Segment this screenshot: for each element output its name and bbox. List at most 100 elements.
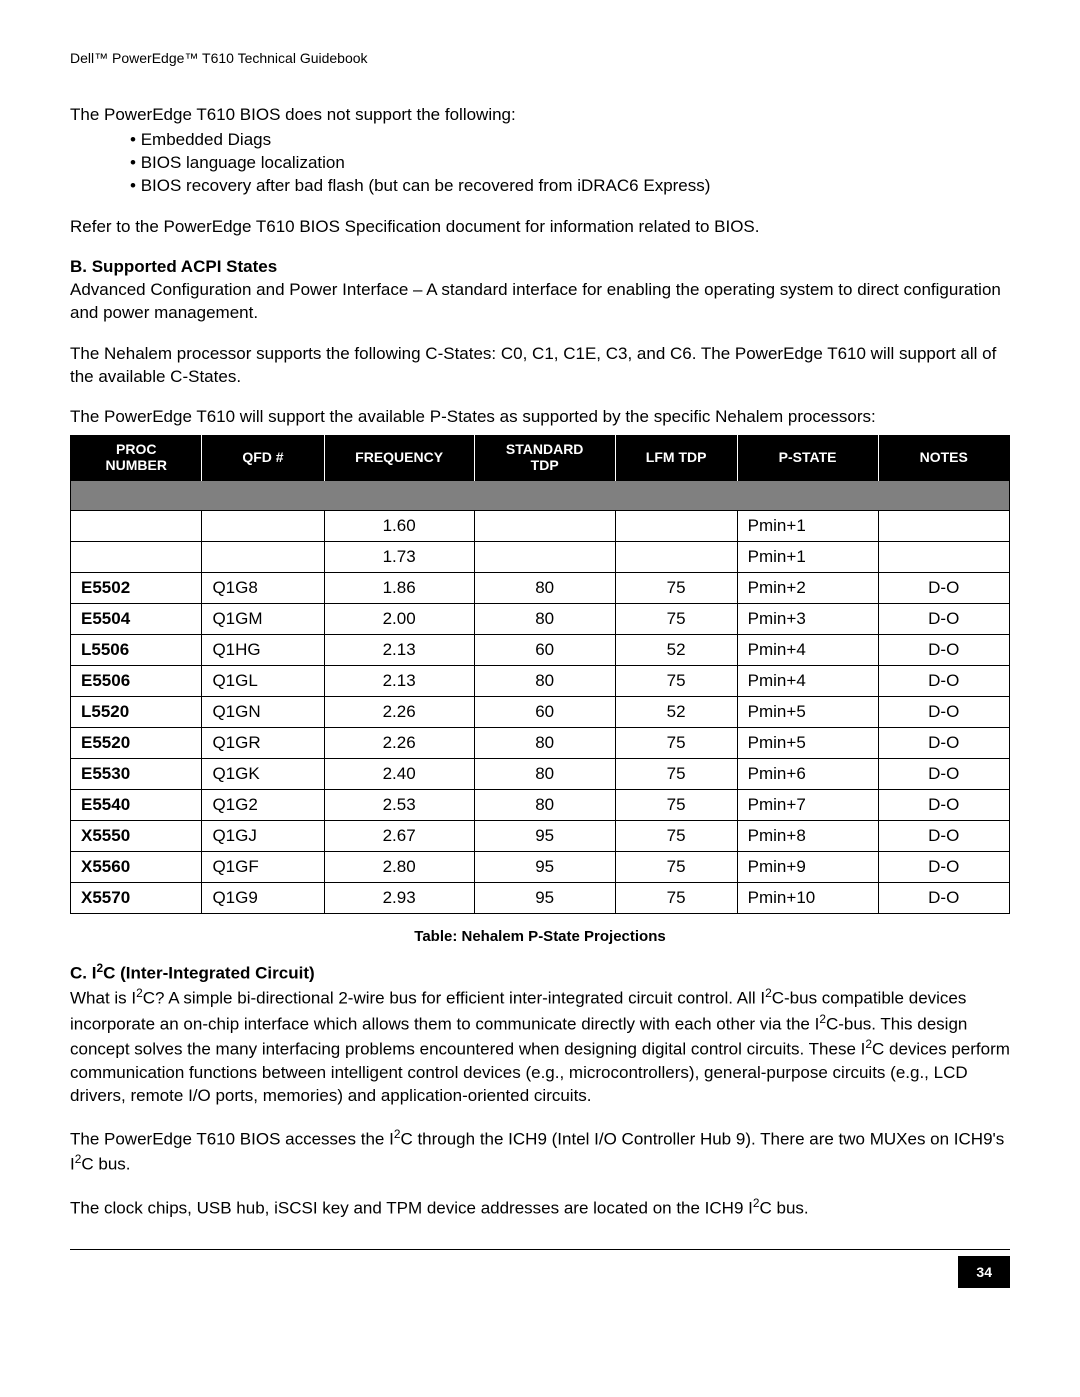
table-cell: 75 [615,882,737,913]
table-cell [615,510,737,541]
table-cell: Q1G9 [202,882,324,913]
intro-p2: Refer to the PowerEdge T610 BIOS Specifi… [70,216,1010,239]
section-c-p2: The PowerEdge T610 BIOS accesses the I2C… [70,1126,1010,1177]
section-c-p1: What is I2C? A simple bi-directional 2-w… [70,985,1010,1108]
table-cell: 75 [615,572,737,603]
table-cell: 95 [474,882,615,913]
table-cell: 75 [615,758,737,789]
section-b-heading: B. Supported ACPI States [70,257,1010,277]
table-cell: 1.86 [324,572,474,603]
table-cell: Q1GM [202,603,324,634]
table-cell: X5550 [71,820,202,851]
table-cell: L5506 [71,634,202,665]
table-cell: 2.26 [324,727,474,758]
col-proc-number: ProcNumber [71,435,202,480]
section-b-p1: Advanced Configuration and Power Interfa… [70,279,1010,325]
table-row: E5540Q1G22.538075Pmin+7D-O [71,789,1010,820]
table-cell: Pmin+5 [737,727,878,758]
table-cell: Q1HG [202,634,324,665]
table-cell [474,510,615,541]
table-cell [71,510,202,541]
table-cell: 95 [474,820,615,851]
table-cell: 80 [474,603,615,634]
page-number: 34 [958,1256,1010,1288]
pstate-table: ProcNumber QFD # Frequency StandardTDP L… [70,435,1010,913]
table-cell: E5520 [71,727,202,758]
table-cell: Pmin+8 [737,820,878,851]
table-cell: Q1GK [202,758,324,789]
table-cell: Pmin+2 [737,572,878,603]
table-cell: 2.67 [324,820,474,851]
table-row: L5506Q1HG2.136052Pmin+4D-O [71,634,1010,665]
table-row: 1.60Pmin+1 [71,510,1010,541]
table-cell: 60 [474,634,615,665]
table-cell: Pmin+1 [737,510,878,541]
table-row: L5520Q1GN2.266052Pmin+5D-O [71,696,1010,727]
table-cell [878,541,1010,572]
table-cell: Q1G8 [202,572,324,603]
table-cell: 75 [615,665,737,696]
table-cell: E5540 [71,789,202,820]
bullet-item: Embedded Diags [130,129,1010,152]
table-cell [615,541,737,572]
table-cell: Q1GL [202,665,324,696]
table-cell: 80 [474,572,615,603]
table-cell: D-O [878,665,1010,696]
table-row: E5530Q1GK2.408075Pmin+6D-O [71,758,1010,789]
table-cell [202,541,324,572]
col-standard-tdp: StandardTDP [474,435,615,480]
table-cell: 75 [615,603,737,634]
col-qfd: QFD # [202,435,324,480]
table-caption: Table: Nehalem P-State Projections [70,928,1010,945]
table-cell: D-O [878,758,1010,789]
table-cell: Pmin+9 [737,851,878,882]
table-row: E5520Q1GR2.268075Pmin+5D-O [71,727,1010,758]
table-row: X5570Q1G92.939575Pmin+10D-O [71,882,1010,913]
table-cell: 75 [615,789,737,820]
table-cell: 1.73 [324,541,474,572]
table-cell: D-O [878,572,1010,603]
col-pstate: P-State [737,435,878,480]
table-cell: D-O [878,634,1010,665]
table-cell [474,541,615,572]
table-separator [71,480,1010,510]
table-cell: 52 [615,696,737,727]
section-c-heading: C. I2C (Inter-Integrated Circuit) [70,961,1010,984]
table-cell: E5502 [71,572,202,603]
intro-bullets: Embedded Diags BIOS language localizatio… [70,129,1010,198]
table-cell: X5560 [71,851,202,882]
section-b-p2: The Nehalem processor supports the follo… [70,343,1010,389]
table-cell: Q1GF [202,851,324,882]
table-cell: E5506 [71,665,202,696]
table-cell: 80 [474,665,615,696]
col-notes: Notes [878,435,1010,480]
table-cell: D-O [878,851,1010,882]
table-cell: 2.93 [324,882,474,913]
table-cell: 60 [474,696,615,727]
table-row: X5550Q1GJ2.679575Pmin+8D-O [71,820,1010,851]
table-cell: 52 [615,634,737,665]
section-c-p3: The clock chips, USB hub, iSCSI key and … [70,1195,1010,1221]
footer-rule [70,1249,1010,1250]
table-cell: Pmin+3 [737,603,878,634]
table-cell: Pmin+4 [737,665,878,696]
table-cell: D-O [878,727,1010,758]
table-cell: D-O [878,882,1010,913]
table-cell: 75 [615,820,737,851]
table-cell: 95 [474,851,615,882]
table-row: E5506Q1GL2.138075Pmin+4D-O [71,665,1010,696]
table-cell: 2.00 [324,603,474,634]
table-cell: Q1GJ [202,820,324,851]
table-cell: Pmin+1 [737,541,878,572]
table-cell: 75 [615,851,737,882]
table-row: X5560Q1GF2.809575Pmin+9D-O [71,851,1010,882]
table-cell: Q1GR [202,727,324,758]
table-cell: D-O [878,789,1010,820]
table-row: E5502Q1G81.868075Pmin+2D-O [71,572,1010,603]
table-cell: 2.80 [324,851,474,882]
table-cell: 2.40 [324,758,474,789]
section-b-p3: The PowerEdge T610 will support the avai… [70,406,1010,429]
bullet-item: BIOS language localization [130,152,1010,175]
table-cell: 80 [474,758,615,789]
table-cell [71,541,202,572]
